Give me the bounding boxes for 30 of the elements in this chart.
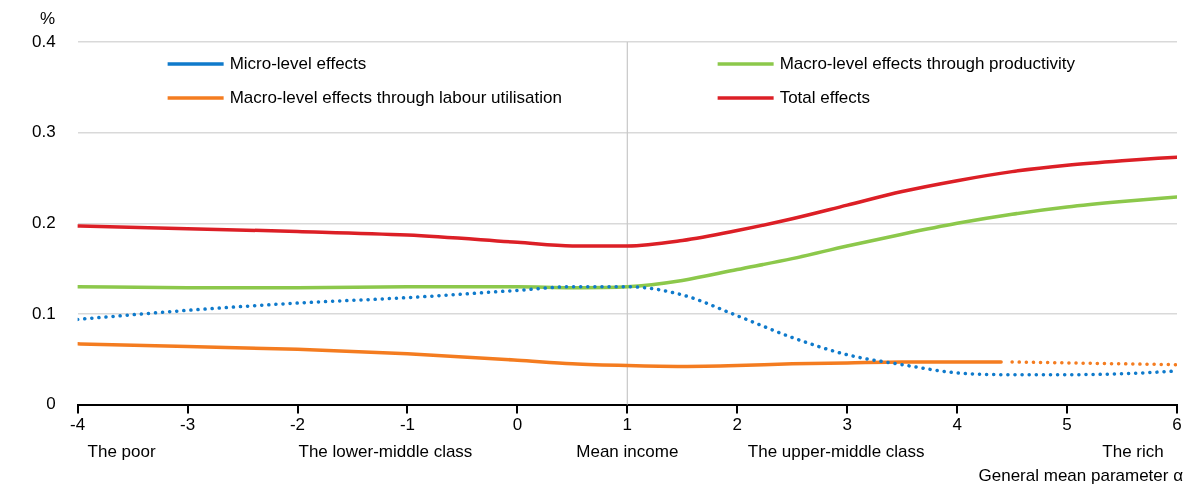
y-tick-label: 0 — [46, 394, 56, 414]
x-tick-label: -2 — [289, 415, 306, 435]
text: The poor — [87, 441, 156, 461]
text: The lower-middle class — [298, 441, 473, 461]
x-tick-label: 5 — [1062, 415, 1072, 435]
line-series — [77, 195, 1177, 290]
x-tick-label: 2 — [732, 415, 742, 435]
y-tick-label: 0.4 — [31, 31, 56, 51]
x-tick-label: 0 — [512, 415, 523, 435]
line-series — [77, 342, 1003, 369]
x-tick-label: 4 — [952, 415, 962, 435]
x-axis-title: General mean parameter α — [978, 465, 1184, 485]
text: The upper-middle class — [747, 441, 925, 461]
x-tick-label: -1 — [399, 415, 416, 435]
y-tick-label: 0.3 — [31, 122, 56, 142]
x-tick-label: 6 — [1172, 415, 1182, 435]
y-axis-title: % — [40, 9, 56, 28]
line-series — [77, 155, 1177, 248]
y-tick-label: 0.1 — [31, 303, 56, 323]
legend-label: Micro-level effects — [229, 53, 367, 73]
x-tick-label: 3 — [842, 415, 852, 435]
x-tick-label: -4 — [70, 415, 86, 435]
y-tick-label: 0.2 — [31, 212, 56, 232]
text: Mean income — [576, 441, 679, 461]
text: The rich — [1102, 441, 1164, 461]
x-tick-label: 1 — [622, 415, 633, 435]
legend-label: Macro-level effects through labour utilisation — [229, 87, 562, 107]
x-tick-label: -3 — [180, 415, 196, 435]
legend-label: Total effects — [779, 87, 871, 107]
legend-label: Macro-level effects through productivity — [779, 53, 1076, 73]
